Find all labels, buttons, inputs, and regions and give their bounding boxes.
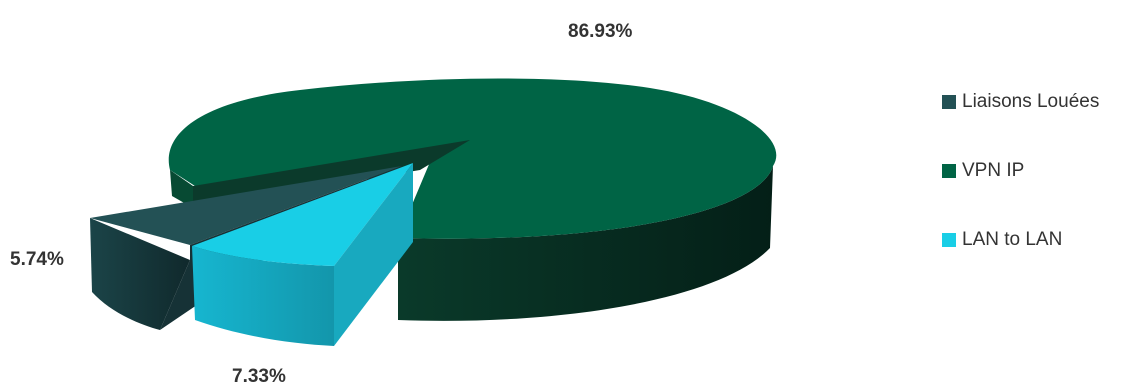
legend-swatch-icon (942, 95, 956, 109)
slice-vpn-ip-left-rim (170, 170, 193, 208)
legend-swatch-icon (942, 164, 956, 178)
slice-liaisons-louees-side (90, 218, 190, 330)
legend-item-liaisons-louees: Liaisons Louées (942, 90, 1099, 114)
data-label-liaisons-louees: 5.74% (10, 249, 64, 270)
slice-liaisons-louees-top (90, 166, 402, 245)
legend: Liaisons Louées VPN IP LAN to LAN (942, 90, 1099, 297)
legend-label: VPN IP (962, 160, 1025, 181)
slice-lan-to-lan-top (192, 163, 413, 266)
data-label-vpn-ip: 86.93% (568, 21, 633, 42)
legend-label: LAN to LAN (962, 229, 1063, 250)
slice-lan-to-lan (192, 163, 413, 346)
slice-lan-to-lan-cut (334, 163, 413, 346)
slice-lan-to-lan-side (192, 246, 334, 346)
data-label-lan-to-lan: 7.33% (232, 366, 286, 385)
slice-vpn-ip-top (168, 78, 777, 239)
legend-label: Liaisons Louées (962, 91, 1100, 112)
legend-item-lan-to-lan: LAN to LAN (942, 228, 1099, 252)
legend-item-vpn-ip: VPN IP (942, 159, 1099, 183)
legend-swatch-icon (942, 233, 956, 247)
slice-vpn-ip-side (398, 166, 773, 321)
